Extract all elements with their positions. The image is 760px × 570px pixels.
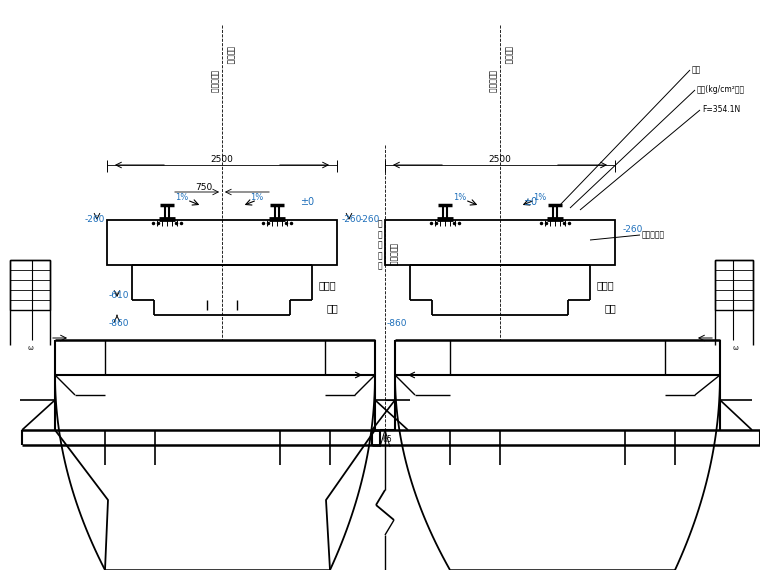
Text: 道床板: 道床板 — [319, 280, 337, 290]
Text: 轨道中线: 轨道中线 — [503, 46, 512, 64]
Text: 1%: 1% — [176, 193, 188, 202]
Text: -260: -260 — [342, 215, 363, 225]
Text: 流量(kg/cm²钒轨: 流量(kg/cm²钒轨 — [697, 86, 745, 95]
Text: 65: 65 — [382, 435, 392, 445]
Bar — [715, 260, 753, 310]
Text: 道床板: 道床板 — [597, 280, 615, 290]
Text: 1%: 1% — [454, 193, 467, 202]
Text: -260: -260 — [85, 215, 105, 225]
Text: ω: ω — [27, 345, 33, 351]
Text: -610: -610 — [109, 291, 129, 299]
Text: 底座: 底座 — [327, 303, 339, 313]
Text: 线路中心线: 线路中心线 — [210, 71, 219, 93]
Text: 线
路
中
心
线: 线 路 中 心 线 — [378, 219, 382, 270]
Bar — [10, 260, 50, 310]
Text: -260: -260 — [622, 226, 643, 234]
Text: -860: -860 — [109, 319, 129, 328]
Text: 1%: 1% — [534, 193, 546, 202]
Text: 2500: 2500 — [489, 156, 511, 165]
Text: 轨垫: 轨垫 — [692, 66, 701, 75]
Text: 层大天混凝: 层大天混凝 — [642, 230, 665, 239]
Text: ±0: ±0 — [300, 197, 314, 207]
Text: -260: -260 — [359, 215, 380, 225]
Text: 1%: 1% — [250, 193, 264, 202]
Text: ω: ω — [732, 345, 738, 351]
Bar — [385, 220, 615, 265]
Text: -860: -860 — [387, 319, 407, 328]
Text: 2500: 2500 — [211, 156, 233, 165]
Text: 轨道中线: 轨道中线 — [226, 46, 235, 64]
Text: F=354.1N: F=354.1N — [702, 105, 740, 115]
Bar — [107, 220, 337, 265]
Text: 750: 750 — [195, 184, 213, 193]
Text: 线路中心线: 线路中心线 — [487, 71, 496, 93]
Text: 线路中心线: 线路中心线 — [388, 243, 397, 267]
Text: 底座: 底座 — [605, 303, 617, 313]
Text: ±0: ±0 — [523, 197, 537, 207]
